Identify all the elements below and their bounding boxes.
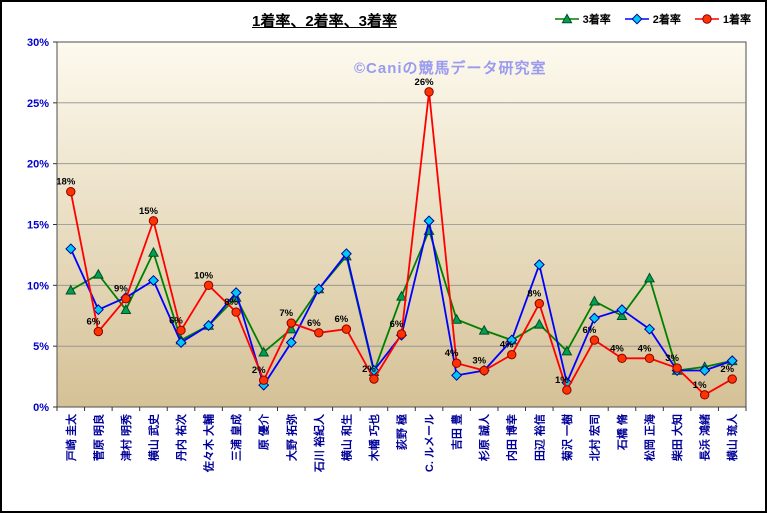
data-label: 9% [114, 284, 128, 295]
chart-title: 1着率、2着率、3着率 [251, 13, 398, 30]
y-tick-label: 10% [27, 280, 49, 292]
x-category-label: 原 優介 [257, 413, 271, 450]
data-label: 2% [720, 364, 734, 375]
x-category-label: 杉原 誠人 [477, 413, 491, 461]
data-labels: 18% 6% 9% 15% 6% 10% 8% 2% 7% 6% 6% 2% 6% 26% 4% 3% 4% 8%… [56, 77, 734, 391]
legend-item-3着率: 3着率 [554, 11, 611, 27]
x-category-label: C. ルメール [424, 414, 436, 472]
legend-label: 3着率 [582, 14, 611, 26]
circle-marker-icon [694, 14, 719, 24]
triangle-marker-icon [554, 13, 579, 24]
y-axis: 0% 5% 10% 15% 20% 25% 30% [27, 37, 746, 414]
x-category-label: 津村 明秀 [119, 414, 133, 461]
x-category-label: 荻野 極 [395, 414, 409, 450]
data-label: 3% [665, 353, 679, 364]
legend: 3着率 2着率 1着率 [554, 11, 751, 27]
data-label: 18% [56, 177, 76, 188]
data-label: 6% [169, 315, 183, 326]
x-category-label: 戸崎 圭太 [64, 413, 78, 461]
x-category-label: 柴田 大知 [670, 414, 684, 462]
x-category-label: 石川 裕紀人 [312, 413, 326, 473]
data-label: 1% [693, 380, 707, 391]
x-category-label: 菅原 明良 [91, 414, 105, 461]
x-category-label: 横山 和生 [339, 414, 353, 461]
data-label: 15% [139, 206, 159, 217]
watermark: ©Caniの競馬データ研究室 [354, 60, 547, 77]
x-category-label: 田辺 裕信 [532, 414, 546, 461]
x-category-label: 横山 武史 [146, 413, 160, 461]
data-label: 4% [610, 343, 624, 354]
data-label: 1% [555, 375, 569, 386]
x-category-label: 内田 博幸 [505, 414, 519, 461]
x-category-label: 横山 琉人 [725, 413, 739, 461]
data-label: 2% [362, 364, 376, 375]
x-category-label: 長浜 鴻緒 [698, 414, 712, 461]
data-label: 8% [527, 289, 541, 300]
x-category-label: 三浦 皇成 [229, 414, 243, 461]
x-category-label: 菊沢 一樹 [560, 414, 574, 461]
x-category-label: 北村 宏司 [587, 414, 601, 461]
data-label: 4% [500, 340, 514, 351]
x-category-label: 佐々木 大輔 [202, 414, 216, 473]
y-tick-label: 25% [27, 98, 49, 110]
diamond-marker-icon [624, 13, 649, 25]
x-category-label: 丹内 祐次 [174, 414, 188, 461]
data-label: 6% [86, 317, 100, 328]
x-category-label: 吉田 豊 [450, 414, 464, 450]
data-label: 6% [583, 325, 597, 336]
x-category-label: 松岡 正海 [643, 414, 657, 461]
data-label: 3% [472, 356, 486, 367]
data-label: 8% [224, 297, 238, 308]
data-label: 2% [252, 365, 266, 376]
x-category-label: 木幡 巧也 [367, 414, 381, 462]
data-label: 6% [335, 314, 349, 325]
data-label: 7% [279, 308, 293, 319]
y-tick-label: 30% [27, 37, 49, 49]
data-label: 4% [445, 348, 459, 359]
y-tick-label: 15% [27, 220, 49, 232]
data-label: 4% [638, 343, 652, 354]
data-label: 26% [415, 77, 435, 88]
y-tick-label: 5% [33, 341, 49, 353]
data-label: 10% [194, 270, 214, 281]
y-tick-label: 20% [27, 159, 49, 171]
legend-label: 1着率 [722, 14, 751, 26]
legend-item-1着率: 1着率 [694, 11, 751, 27]
legend-label: 2着率 [652, 14, 681, 26]
x-axis: 戸崎 圭太 菅原 明良 津村 明秀 横山 武史 丹内 祐次 佐々木 大輔 三浦 皇成原 優介… [56, 407, 747, 473]
series-1着率 [66, 87, 737, 400]
y-tick-label: 0% [33, 402, 49, 414]
data-label: 6% [307, 318, 321, 329]
x-category-label: 大野 拓弥 [284, 414, 298, 461]
x-category-label: 石橋 脩 [615, 413, 629, 451]
legend-item-2着率: 2着率 [624, 11, 681, 27]
data-label: 6% [390, 319, 404, 330]
